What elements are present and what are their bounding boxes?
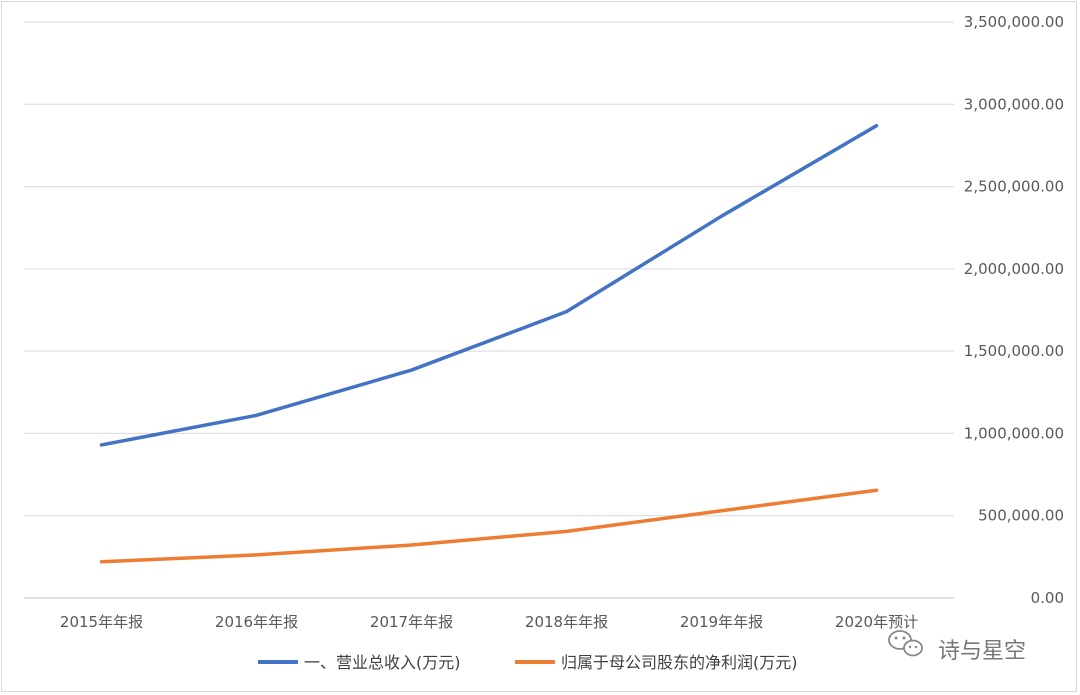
x-tick-label: 2018年年报 xyxy=(525,613,608,631)
y-tick-label: 3,500,000.00 xyxy=(964,13,1064,31)
data-point xyxy=(565,310,568,313)
legend-label: 一、营业总收入(万元) xyxy=(304,653,461,672)
data-point xyxy=(565,530,568,533)
x-tick-label: 2019年年报 xyxy=(680,613,763,631)
data-point xyxy=(410,543,413,547)
y-tick-label: 2,000,000.00 xyxy=(964,260,1064,278)
y-tick-label: 2,500,000.00 xyxy=(964,178,1064,196)
series-line-2 xyxy=(99,488,879,564)
data-point xyxy=(100,560,103,563)
y-tick-label: 1,000,000.00 xyxy=(964,424,1064,442)
x-tick-label: 2016年年报 xyxy=(215,613,298,631)
wechat-icon xyxy=(888,630,923,657)
watermark: 诗与星空 xyxy=(888,630,1026,664)
x-axis-labels: 2015年年报 2016年年报 2017年年报 2018年年报 2019年年报 2020年… xyxy=(60,613,918,631)
x-tick-label: 2020年预计 xyxy=(835,613,918,631)
x-tick-label: 2017年年报 xyxy=(370,613,453,631)
data-point xyxy=(255,553,258,557)
data-point xyxy=(875,489,878,492)
data-point xyxy=(720,509,723,512)
watermark-text: 诗与星空 xyxy=(938,639,1026,664)
data-point xyxy=(720,214,723,218)
y-tick-label: 3,000,000.00 xyxy=(964,95,1064,113)
y-tick-label: 0.00 xyxy=(1031,589,1064,607)
series-line-1 xyxy=(99,123,879,447)
data-point xyxy=(410,368,413,372)
data-point xyxy=(255,414,258,417)
data-point xyxy=(875,124,878,127)
y-tick-label: 500,000.00 xyxy=(978,507,1064,525)
x-tick-label: 2015年年报 xyxy=(60,613,143,631)
data-point xyxy=(100,443,103,447)
legend-label: 归属于母公司股东的净利润(万元) xyxy=(561,653,798,672)
gridlines xyxy=(24,21,954,599)
series-lines xyxy=(99,123,879,564)
y-tick-label: 1,500,000.00 xyxy=(964,342,1064,360)
legend: 一、营业总收入(万元) 归属于母公司股东的净利润(万元) xyxy=(258,653,798,672)
y-axis-labels: 0.00 500,000.00 1,000,000.00 1,500,000.00 2,… xyxy=(964,13,1064,607)
